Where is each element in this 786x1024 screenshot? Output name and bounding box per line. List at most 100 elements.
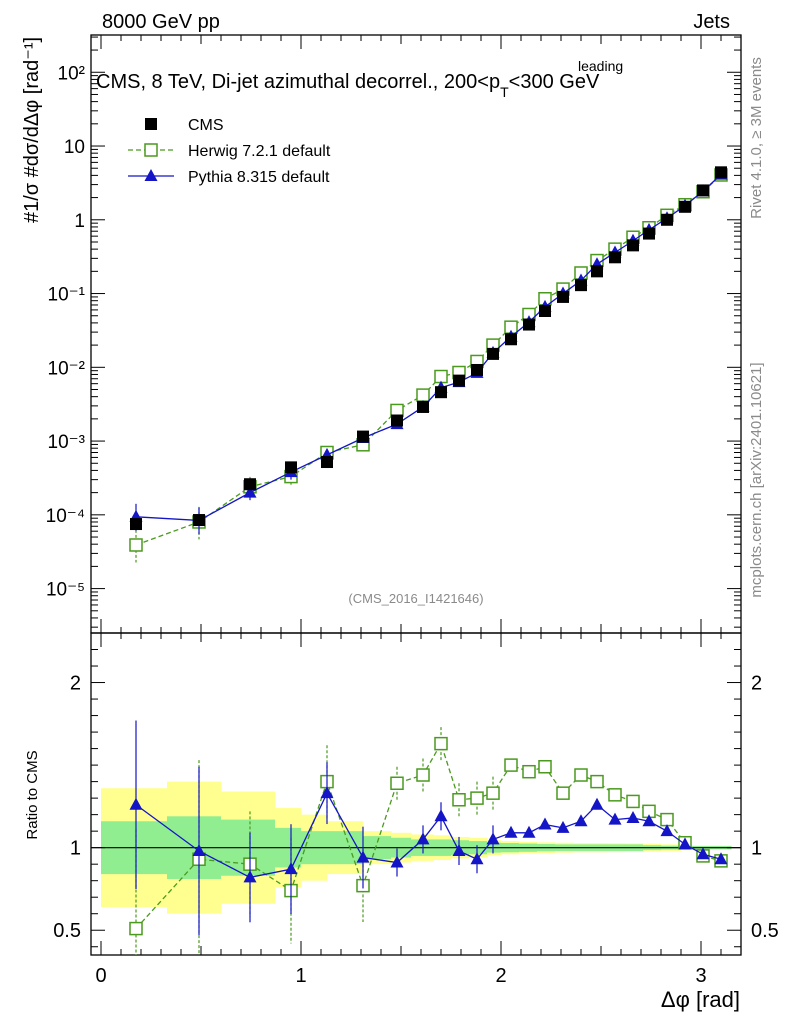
cms-point bbox=[523, 318, 535, 331]
herwig-point bbox=[129, 538, 143, 552]
pythia-point bbox=[243, 485, 257, 498]
y-tick-label: 10 bbox=[64, 137, 85, 158]
pythia-ratio-point bbox=[416, 832, 430, 845]
cms-point bbox=[130, 518, 142, 531]
x-axis-label: Δφ [rad] bbox=[661, 987, 740, 1012]
plot-title: CMS, 8 TeV, Di-jet azimuthal decorrel., … bbox=[96, 71, 600, 100]
x-tick-label: 1 bbox=[295, 965, 306, 987]
herwig-ratio-point bbox=[574, 768, 588, 782]
cms-point bbox=[244, 478, 256, 491]
cms-point bbox=[357, 430, 369, 443]
pythia-ratio-point bbox=[284, 862, 298, 875]
pythia-ratio-point bbox=[320, 786, 334, 799]
side-label-rivet: Rivet 4.1.0, ≥ 3M events bbox=[748, 57, 765, 219]
pythia-ratio-point bbox=[434, 809, 448, 822]
pythia-ratio-point bbox=[696, 847, 710, 860]
y-tick-label: 1 bbox=[74, 211, 85, 232]
pythia-ratio-point bbox=[486, 832, 500, 845]
herwig-ratio-point bbox=[538, 760, 552, 774]
y-tick-label: 10² bbox=[58, 63, 85, 84]
herwig-ratio-point bbox=[390, 776, 404, 791]
ratio-tick-label-left: 2 bbox=[70, 673, 81, 695]
pythia-ratio-point bbox=[574, 814, 588, 827]
ratio-tick-label-right: 2 bbox=[751, 673, 762, 695]
cms-point bbox=[505, 333, 517, 346]
y-tick-label: 10⁻¹ bbox=[48, 285, 86, 306]
pythia-ratio-point bbox=[660, 824, 674, 837]
pythia-ratio-point bbox=[192, 843, 206, 856]
cms-point bbox=[453, 374, 465, 387]
pythia-ratio-point bbox=[678, 837, 692, 850]
herwig-ratio-point bbox=[608, 788, 622, 802]
header-left: 8000 GeV pp bbox=[102, 11, 220, 33]
ratio-tick-label-left: 0.5 bbox=[53, 920, 81, 942]
cms-point bbox=[715, 166, 727, 179]
cms-point bbox=[417, 400, 429, 413]
legend: CMS Herwig 7.2.1 default Pythia 8.315 defa… bbox=[128, 117, 331, 186]
pythia-ratio-point bbox=[452, 843, 466, 856]
pythia-ratio-point bbox=[522, 825, 536, 838]
cms-point bbox=[609, 251, 621, 264]
pythia-ratio-point bbox=[642, 814, 656, 827]
herwig-ratio-point bbox=[486, 786, 500, 800]
pythia-ratio-point bbox=[714, 852, 728, 865]
main-plot: 10⁻⁵ 10⁻⁴ 10⁻³ 10⁻² 10⁻¹ 1 10 10² bbox=[46, 34, 742, 955]
pythia-ratio-point bbox=[556, 820, 570, 833]
pythia-ratio-point bbox=[538, 817, 552, 830]
plot-title-end: <300 GeV bbox=[509, 71, 600, 93]
ratio-tick-label-right: 1 bbox=[751, 838, 762, 860]
pythia-ratio-point bbox=[356, 850, 370, 863]
main-y-axis-label: #1/σ #dσ/dΔφ [rad⁻¹] bbox=[21, 37, 43, 223]
pythia-ratio-point bbox=[390, 855, 404, 868]
herwig-ratio-point bbox=[434, 736, 448, 751]
plot-title-main: CMS, 8 TeV, Di-jet azimuthal decorrel., … bbox=[96, 71, 500, 93]
y-tick-label: 10⁻² bbox=[48, 358, 86, 379]
plot-title-sup: leading bbox=[578, 58, 623, 74]
pythia-ratio-point bbox=[608, 812, 622, 825]
cms-point bbox=[435, 386, 447, 399]
legend-cms-marker bbox=[145, 118, 157, 130]
pythia-ratio-point bbox=[626, 810, 640, 823]
cms-point bbox=[661, 213, 673, 226]
legend-herwig-marker bbox=[144, 143, 158, 157]
herwig-line bbox=[135, 174, 722, 546]
legend-pythia-label: Pythia 8.315 default bbox=[188, 169, 330, 186]
herwig-ratio-point bbox=[522, 764, 536, 779]
ratio-plot: 0 1 2 3 0.5 0.5 1 1 2 2 bbox=[53, 632, 779, 987]
plot-title-sub: T bbox=[500, 84, 509, 100]
cms-point bbox=[643, 227, 655, 240]
side-label-mcplots: mcplots.cern.ch [arXiv:2401.10621] bbox=[748, 362, 765, 597]
cms-point bbox=[557, 290, 569, 303]
cms-point bbox=[193, 514, 205, 527]
cms-point bbox=[487, 347, 499, 360]
herwig-ratio-point bbox=[504, 758, 518, 772]
legend-herwig-label: Herwig 7.2.1 default bbox=[188, 143, 331, 160]
herwig-point bbox=[416, 388, 430, 402]
pythia-ratio-point bbox=[504, 825, 518, 838]
cms-point bbox=[391, 414, 403, 427]
cms-point bbox=[591, 265, 603, 278]
cms-point bbox=[539, 304, 551, 317]
ratio-tick-label-left: 1 bbox=[70, 838, 81, 860]
y-tick-label: 10⁻⁵ bbox=[46, 580, 85, 601]
cms-point bbox=[471, 363, 483, 376]
ratio-frame bbox=[90, 632, 742, 956]
y-tick-label: 10⁻³ bbox=[48, 432, 86, 453]
herwig-ratio-point bbox=[626, 794, 640, 809]
x-tick-label: 3 bbox=[695, 965, 706, 987]
cms-point bbox=[575, 279, 587, 292]
cms-point bbox=[697, 184, 709, 197]
pythia-line bbox=[135, 174, 722, 522]
cms-point bbox=[679, 200, 691, 213]
herwig-ratio-point bbox=[416, 768, 430, 782]
herwig-ratio-point bbox=[556, 786, 570, 800]
herwig-ratio-point bbox=[452, 793, 466, 807]
cms-point bbox=[321, 456, 333, 469]
header-right: Jets bbox=[693, 11, 730, 33]
x-tick-label: 2 bbox=[495, 965, 506, 987]
ratio-y-axis-label: Ratio to CMS bbox=[24, 750, 41, 839]
cms-point bbox=[627, 239, 639, 252]
herwig-ratio-point bbox=[129, 921, 143, 936]
herwig-ratio-point bbox=[470, 791, 484, 805]
